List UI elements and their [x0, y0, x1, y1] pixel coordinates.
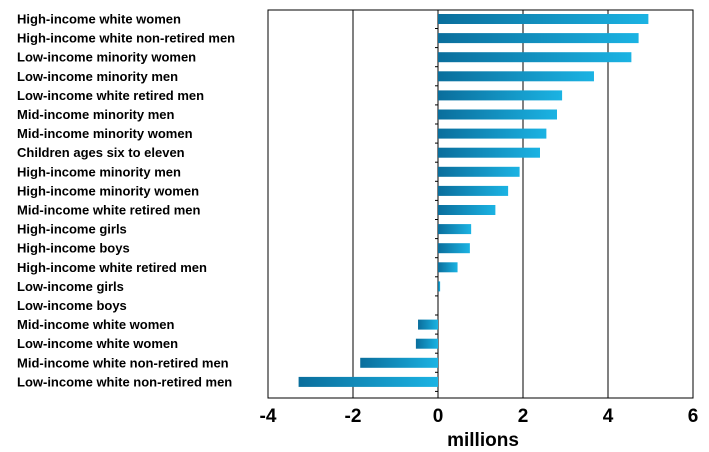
- x-tick-label: 4: [603, 406, 614, 427]
- bar: [438, 128, 547, 139]
- category-label: High-income girls: [17, 222, 127, 237]
- category-label: Low-income minority men: [17, 69, 178, 84]
- category-label: Low-income white non-retired men: [17, 374, 232, 389]
- x-axis-title: millions: [447, 430, 519, 451]
- bar: [360, 357, 438, 368]
- category-label: High-income white women: [17, 12, 181, 27]
- bar: [438, 90, 563, 101]
- category-label: Low-income minority women: [17, 50, 196, 65]
- category-label: Mid-income white retired men: [17, 203, 201, 218]
- category-label: Low-income boys: [17, 298, 127, 313]
- bar: [438, 205, 496, 215]
- bar: [438, 147, 540, 158]
- bar: [438, 262, 458, 273]
- category-label: Mid-income minority women: [17, 126, 193, 141]
- bar: [418, 319, 438, 330]
- category-label: Mid-income white women: [17, 317, 175, 332]
- bars: [298, 14, 649, 387]
- bar: [438, 14, 649, 24]
- category-label: Low-income white retired men: [17, 88, 204, 103]
- category-label: Low-income white women: [17, 336, 178, 351]
- bar: [438, 71, 594, 82]
- category-label: Mid-income white non-retired men: [17, 355, 229, 370]
- category-label: High-income minority women: [17, 183, 199, 198]
- x-tick-label: -2: [345, 406, 362, 427]
- bar: [415, 338, 438, 349]
- x-tick-label: 0: [433, 406, 444, 427]
- category-label: High-income boys: [17, 241, 130, 256]
- gridlines: [352, 10, 609, 398]
- bar: [298, 376, 438, 387]
- bar: [438, 243, 470, 254]
- category-label: Low-income girls: [17, 279, 124, 294]
- x-tick-label: 2: [518, 406, 529, 427]
- bar: [438, 281, 441, 292]
- x-tick-labels: -4 -2 0 2 4 6: [260, 406, 699, 427]
- category-label: High-income white non-retired men: [17, 31, 235, 46]
- plot-frame: [267, 9, 694, 399]
- bar: [438, 52, 632, 63]
- category-label: Mid-income minority men: [17, 107, 175, 122]
- x-tick-label: 6: [688, 406, 699, 427]
- bar: [438, 166, 520, 177]
- category-label: High-income minority men: [17, 164, 181, 179]
- x-tick-label: -4: [260, 406, 277, 427]
- bar: [438, 185, 509, 196]
- bar: [438, 109, 557, 120]
- category-label: Children ages six to eleven: [17, 145, 185, 160]
- bar: [438, 224, 472, 235]
- category-label: High-income white retired men: [17, 260, 207, 275]
- bar: [438, 33, 639, 44]
- category-labels: High-income white women High-income white…: [17, 12, 235, 390]
